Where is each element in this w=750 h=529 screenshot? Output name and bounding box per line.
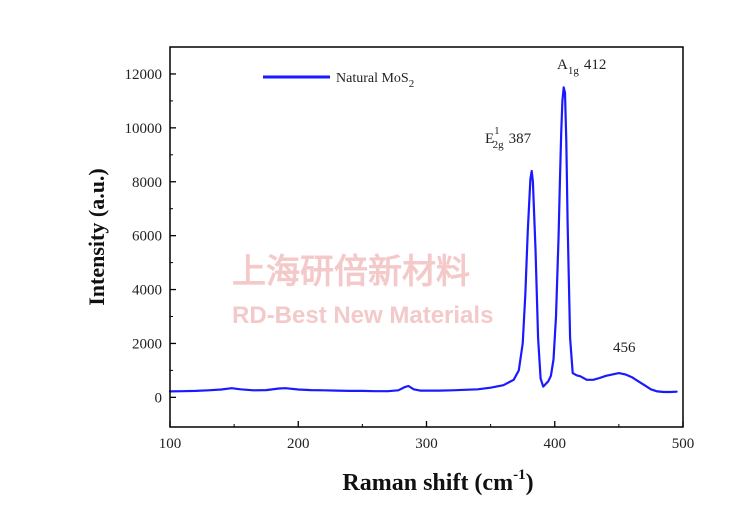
y-axis-title: Intensity (a.u.): [84, 168, 109, 306]
x-axis-title: Raman shift (cm-1): [342, 467, 533, 496]
annotation-a1g: A1g 412: [557, 57, 606, 77]
watermark: 上海研倍新材料 RD-Best New Materials: [232, 252, 493, 329]
x-tick-label-400: 400: [544, 436, 567, 452]
y-tick-label-10000: 10000: [125, 121, 163, 137]
legend: Natural MoS2: [263, 71, 414, 90]
y-tick-label-6000: 6000: [132, 229, 162, 245]
watermark-en: RD-Best New Materials: [232, 302, 493, 329]
y-tick-label-8000: 8000: [132, 175, 162, 191]
x-tick-label-100: 100: [159, 436, 182, 452]
plot-frame: [169, 46, 684, 428]
watermark-cn: 上海研倍新材料: [232, 252, 470, 292]
legend-label: Natural MoS2: [336, 71, 414, 90]
y-tick-label-4000: 4000: [132, 283, 162, 299]
x-tick-label-500: 500: [672, 436, 695, 452]
y-tick-label-0: 0: [155, 390, 163, 406]
x-tick-label-200: 200: [287, 436, 310, 452]
y-tick-label-12000: 12000: [125, 67, 163, 83]
y-tick-label-2000: 2000: [132, 336, 162, 352]
annotation-456: 456: [613, 340, 636, 356]
x-tick-label-300: 300: [415, 436, 438, 452]
annotation-e2g: E1 2g 387: [485, 125, 532, 151]
series-line-0: [168, 86, 678, 394]
